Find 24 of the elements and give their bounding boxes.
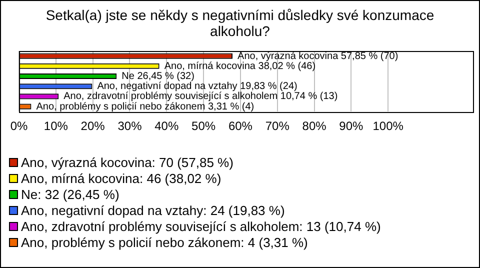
category-label: Ne 26,45 % (32) [122,71,194,82]
x-tick-label: 0% [10,119,28,134]
x-tick-label: 70% [265,119,290,134]
x-tick-label: 90% [339,119,364,134]
category-label: Ano, problémy s policií nebo zákonem 3,31 % (4) [36,101,254,112]
x-tick-label: 50% [192,119,216,134]
category-label: Ano, negativní dopad na vztahy 19,83 % (24) [97,81,298,92]
text: Ano, negativní dopad na vztahy: 24 (19,83 %) [21,203,285,218]
category-label: Ano, zdravotní problémy související s alkoholem 10,74 % (13) [64,91,338,102]
text: Ano, mírná kocovina: 46 (38,02 %) [21,171,222,186]
category-label: Ano, mírná kocovina 38,02 % (46) [164,60,316,72]
chart-title: Setkal(a) jste se někdy s negativními důsledky své konzumace alkoholu? [44,7,436,39]
x-tick-label: 60% [228,119,253,134]
x-tick-label: 20% [80,119,106,134]
x-tick-label: 10% [44,119,68,134]
category-label: Ano, výrazná kocovina 57,85 % (70) [238,50,398,62]
x-tick-label: 30% [118,119,142,134]
text: Ano, výrazná kocovina: 70 (57,85 %) [21,155,234,170]
x-tick-label: 40% [154,119,179,134]
text: Ano, zdravotní problémy související s alkoholem: 13 (10,74 %) [21,219,381,234]
text: Ano, problémy s policií nebo zákonem: 4 (3,31 %) [21,235,308,250]
x-tick-label: 80% [302,119,327,134]
text: Ne: 32 (26,45 %) [21,187,120,202]
x-tick-label: 100% [372,119,404,134]
